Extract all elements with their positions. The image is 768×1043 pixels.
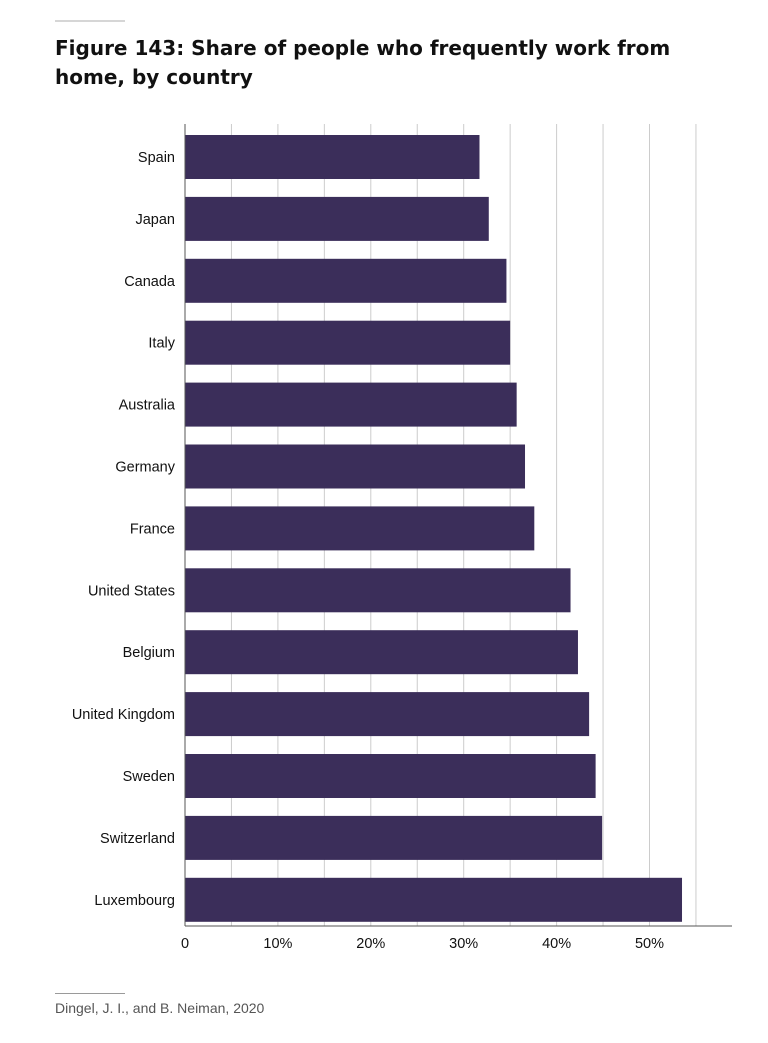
bar-united-states [185,568,571,613]
category-label: Spain [138,150,175,166]
bar-germany [185,444,526,489]
bar-japan [185,196,489,241]
x-tick-labels: 0 10% 20% 30% 40% 50% [181,936,664,952]
chart-title: Figure 143: Share of people who frequent… [55,36,671,89]
bar-spain [185,135,480,179]
category-label: Italy [148,336,175,352]
x-tick-label: 30% [449,936,478,952]
category-label: Germany [115,460,175,476]
bar-belgium [185,630,578,675]
category-label: France [130,521,175,537]
category-label: Luxembourg [94,893,175,909]
bar-australia [185,382,517,427]
source-note: Dingel, J. I., and B. Neiman, 2020 [55,1000,265,1016]
x-tick-label: 10% [263,936,292,952]
title-top-rule [55,20,125,22]
bar-france [185,506,535,551]
category-label: Sweden [123,769,175,785]
bar-switzerland [185,815,603,860]
bar-united-kingdom [185,692,590,737]
bar-canada [185,258,507,303]
x-tick-label: 0 [181,936,189,952]
category-labels: Spain Japan Canada Italy Australia Germany Fra… [72,150,176,909]
category-label: Japan [135,212,175,228]
category-label: Switzerland [100,831,175,847]
x-tick-label: 20% [356,936,385,952]
bar-italy [185,320,511,365]
bar-luxembourg [185,877,683,922]
axes [184,124,732,927]
x-tick-label: 50% [635,936,664,952]
bar-sweden [185,754,596,798]
category-label: United Kingdom [72,707,175,723]
category-label: Canada [124,274,176,290]
x-tick-label: 40% [542,936,571,952]
category-label: Australia [119,398,176,414]
bars [185,135,683,922]
category-label: United States [88,583,175,599]
category-label: Belgium [123,645,175,661]
source-rule [55,993,125,994]
